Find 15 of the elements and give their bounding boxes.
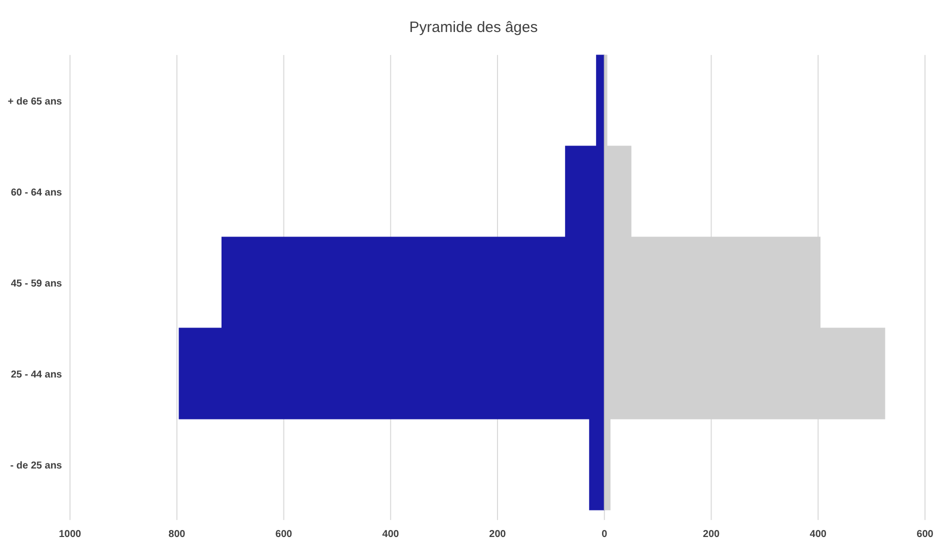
x-tick-label: 200	[489, 529, 506, 540]
x-tick-label: 0	[602, 529, 608, 540]
y-tick-label: 45 - 59 ans	[10, 278, 62, 290]
x-tick-label: 400	[382, 529, 400, 540]
y-tick-label: 25 - 44 ans	[10, 370, 62, 380]
x-tick-label: 400	[810, 529, 827, 540]
y-tick-label: - de 25 ans	[10, 460, 62, 472]
x-tick-label: 600	[916, 529, 934, 540]
x-tick-label: 200	[702, 529, 720, 540]
x-tick-label: 600	[275, 529, 293, 540]
chart-title: Pyramide des âges	[409, 19, 538, 36]
x-tick-label: 1000	[58, 529, 82, 540]
y-tick-label: + de 65 ans	[8, 96, 62, 108]
y-tick-label: 60 - 64 ans	[10, 188, 62, 198]
x-tick-label: 800	[168, 529, 186, 540]
